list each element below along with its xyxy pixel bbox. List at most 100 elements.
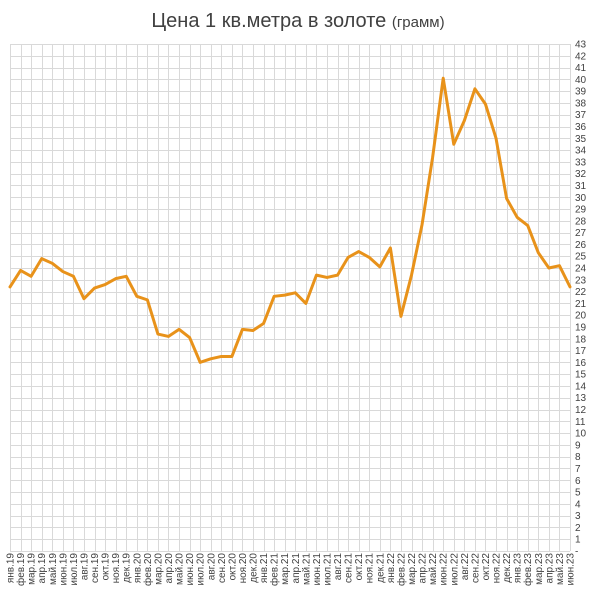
y-tick-label: 31 [575, 181, 587, 192]
x-tick-label: май.21 [301, 553, 312, 585]
y-tick-label: 41 [575, 63, 587, 74]
y-tick-label: 38 [575, 98, 587, 109]
y-tick-label: 42 [575, 51, 587, 62]
x-tick-label: ноя.22 [492, 553, 503, 584]
y-tick-label: 3 [575, 511, 581, 522]
x-tick-label: июн.23 [566, 553, 577, 586]
x-tick-label: ноя.20 [238, 553, 249, 584]
x-tick-label: июл.20 [196, 553, 207, 586]
y-tick-label: 20 [575, 311, 587, 322]
x-tick-label: фев.19 [15, 553, 27, 586]
x-tick-label: окт.21 [354, 553, 365, 581]
x-tick-label: дек.19 [122, 553, 133, 583]
x-tick-label: ноя.19 [111, 553, 122, 584]
x-tick-label: фев.23 [522, 553, 534, 586]
x-tick-label: янв.20 [132, 553, 143, 584]
x-tick-label: дек.22 [502, 553, 513, 583]
chart-subtitle: (грамм) [391, 14, 445, 31]
chart-title: Цена 1 кв.метра в золоте (грамм) [0, 10, 596, 33]
x-tick-label: янв.19 [6, 553, 17, 584]
x-tick-label: дек.21 [375, 553, 386, 583]
y-tick-label: 30 [575, 193, 587, 204]
x-tick-label: авг.19 [79, 553, 90, 581]
series-layer [8, 76, 572, 364]
x-tick-label: сен.22 [470, 553, 481, 583]
y-tick-label: 10 [575, 429, 587, 440]
y-tick-label: 29 [575, 205, 587, 216]
x-tick-label: авг.21 [333, 553, 344, 581]
x-tick-label: июл.21 [322, 553, 333, 586]
x-tick-label: май.23 [555, 553, 566, 585]
y-tick-label: 34 [575, 146, 587, 157]
x-tick-label: авг.22 [460, 553, 471, 581]
y-tick-label: 14 [575, 381, 587, 392]
x-tick-label: дек.20 [249, 553, 260, 583]
y-tick-label: 16 [575, 358, 587, 369]
y-tick-label: 36 [575, 122, 587, 133]
series-line [8, 76, 572, 364]
y-tick-label: 37 [575, 110, 587, 121]
x-tick-label: мар.19 [27, 553, 38, 585]
y-tick-label: 5 [575, 488, 581, 499]
y-tick-label: - [575, 547, 578, 558]
x-tick-label: май.19 [48, 553, 59, 585]
y-tick-label: 2 [575, 523, 581, 534]
x-tick-label: апр.21 [291, 553, 302, 584]
x-axis-ticks: янв.19 фев.19 мар.19 апр.19 май.19 июн.19 июл.… [6, 553, 577, 586]
x-tick-label: июн.22 [439, 553, 450, 586]
y-tick-label: 18 [575, 334, 587, 345]
y-tick-label: 17 [575, 346, 587, 357]
x-tick-label: май.22 [428, 553, 439, 585]
x-tick-label: сен.19 [90, 553, 101, 583]
y-tick-label: 40 [575, 75, 587, 86]
y-tick-label: 33 [575, 157, 587, 168]
x-tick-label: май.20 [175, 553, 186, 585]
y-tick-label: 25 [575, 252, 587, 263]
x-tick-label: янв.23 [513, 553, 524, 584]
y-tick-label: 26 [575, 240, 587, 251]
x-tick-label: апр.20 [164, 553, 175, 584]
y-tick-label: 11 [575, 417, 586, 428]
y-tick-label: 9 [575, 440, 581, 451]
y-tick-label: 15 [575, 370, 587, 381]
y-axis-ticks: -123456789101112131415161718192021222324… [575, 40, 587, 558]
x-tick-label: фев.21 [269, 553, 281, 586]
y-tick-label: 32 [575, 169, 587, 180]
y-tick-label: 28 [575, 216, 587, 227]
x-tick-label: окт.19 [101, 553, 112, 581]
x-tick-label: мар.20 [153, 553, 164, 585]
y-tick-label: 6 [575, 476, 581, 487]
y-tick-label: 23 [575, 275, 587, 286]
x-tick-label: июл.19 [69, 553, 80, 586]
y-tick-label: 35 [575, 134, 587, 145]
x-tick-label: мар.23 [534, 553, 545, 585]
x-tick-label: апр.23 [544, 553, 555, 584]
x-tick-label: апр.19 [37, 553, 48, 584]
x-tick-label: июн.20 [185, 553, 196, 586]
x-tick-label: сен.21 [344, 553, 355, 583]
y-tick-label: 27 [575, 228, 587, 239]
x-tick-label: фев.20 [142, 553, 154, 586]
y-tick-label: 4 [575, 499, 581, 510]
y-tick-label: 19 [575, 322, 587, 333]
x-tick-label: июн.19 [58, 553, 69, 586]
x-tick-label: авг.20 [206, 553, 217, 581]
x-tick-label: фев.22 [395, 553, 407, 586]
y-tick-label: 21 [575, 299, 587, 310]
x-tick-label: окт.22 [481, 553, 492, 581]
chart-title-main: Цена 1 кв.метра в золоте [151, 10, 387, 32]
x-tick-label: янв.22 [386, 553, 397, 584]
x-tick-label: мар.22 [407, 553, 418, 585]
x-tick-label: сен.20 [217, 553, 228, 583]
y-tick-label: 39 [575, 87, 587, 98]
x-tick-label: ноя.21 [365, 553, 376, 584]
y-tick-label: 24 [575, 264, 587, 275]
y-tick-label: 12 [575, 405, 587, 416]
y-tick-label: 22 [575, 287, 587, 298]
x-tick-label: апр.22 [418, 553, 429, 584]
x-tick-label: июл.22 [449, 553, 460, 586]
y-tick-label: 43 [575, 40, 587, 51]
x-tick-label: мар.21 [280, 553, 291, 585]
x-tick-label: июн.21 [312, 553, 323, 586]
y-tick-label: 1 [575, 535, 581, 546]
